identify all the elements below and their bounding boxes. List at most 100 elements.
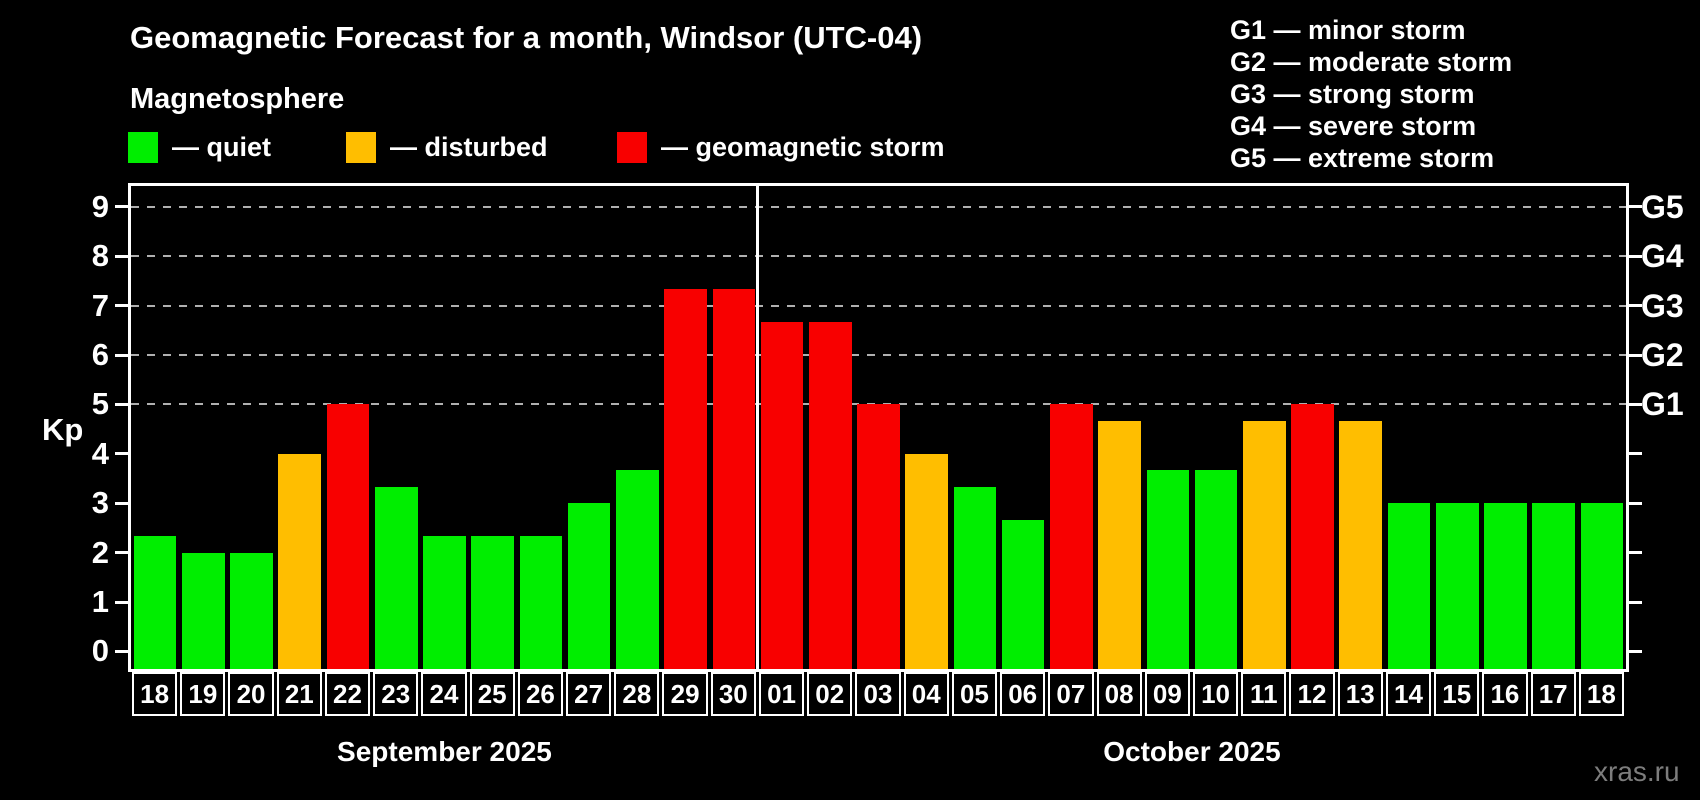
date-box-23: 23 xyxy=(373,672,419,716)
y-axis-tick xyxy=(115,600,128,604)
right-axis-tick xyxy=(1629,205,1642,209)
date-box-27: 27 xyxy=(566,672,612,716)
x-axis-date-row: 18 19 20 21 22 23 24 25 26 27 28 29 30 01 02 03 04 05 06 07… xyxy=(131,672,1626,716)
kp-bar-october-05 xyxy=(953,486,997,669)
g-scale-legend-line: G5 — extreme storm xyxy=(1230,143,1495,173)
kp-bar-october-06 xyxy=(1001,519,1045,669)
g-axis-label-g3: G3 xyxy=(1641,287,1684,324)
gridline-kp8 xyxy=(131,255,1626,258)
y-axis-tick xyxy=(115,649,128,653)
date-box-03: 03 xyxy=(855,672,901,716)
date-box-09: 09 xyxy=(1144,672,1190,716)
g-scale-legend: G1 — minor storm G2 — moderate storm G3 — … xyxy=(1230,14,1512,174)
y-axis-tick xyxy=(115,304,128,308)
date-box-06: 06 xyxy=(1000,672,1046,716)
date-box-29: 29 xyxy=(662,672,708,716)
date-box-16: 16 xyxy=(1482,672,1528,716)
date-box-28: 28 xyxy=(614,672,660,716)
y-axis-label: Kp xyxy=(42,412,84,447)
y-axis-tick-label: 3 xyxy=(91,485,109,521)
date-box-02: 02 xyxy=(807,672,853,716)
date-box-13: 13 xyxy=(1337,672,1383,716)
y-axis-tick xyxy=(115,254,128,258)
date-box-07: 07 xyxy=(1048,672,1094,716)
right-axis-tick xyxy=(1629,254,1642,258)
kp-bar-september-22 xyxy=(326,404,370,669)
right-axis-tick xyxy=(1629,600,1642,604)
date-box-12: 12 xyxy=(1289,672,1335,716)
kp-bar-september-18 xyxy=(133,536,177,669)
g-axis-label-g4: G4 xyxy=(1641,238,1684,275)
date-box-14: 14 xyxy=(1385,672,1432,716)
y-axis-tick xyxy=(115,353,128,357)
y-axis-tick-label: 6 xyxy=(91,337,109,372)
legend-label-disturbed: — disturbed xyxy=(390,132,548,162)
kp-bar-october-16 xyxy=(1484,503,1527,669)
right-axis-tick xyxy=(1629,402,1642,406)
kp-bar-september-28 xyxy=(616,470,659,669)
kp-bar-september-30 xyxy=(712,289,756,669)
kp-bar-october-08 xyxy=(1098,420,1141,669)
month-separator-line xyxy=(756,186,760,669)
kp-bar-september-23 xyxy=(374,486,418,669)
date-box-18: 18 xyxy=(1578,672,1624,716)
kp-bar-october-18 xyxy=(1580,503,1624,669)
kp-bar-september-25 xyxy=(471,536,514,669)
date-box-11: 11 xyxy=(1241,672,1287,716)
y-axis-tick-label: 8 xyxy=(91,238,109,274)
kp-bar-october-14 xyxy=(1387,503,1431,669)
date-box-21: 21 xyxy=(276,672,322,716)
date-box-04: 04 xyxy=(903,672,949,716)
gridline-kp9 xyxy=(131,205,1626,208)
storm-color-swatch-icon xyxy=(617,132,647,163)
date-box-30: 30 xyxy=(710,672,756,716)
y-axis-tick-label: 0 xyxy=(91,633,109,669)
kp-bar-october-04 xyxy=(905,453,949,669)
date-box-01: 01 xyxy=(758,672,805,716)
date-box-19: 19 xyxy=(180,672,226,716)
y-axis-tick xyxy=(115,501,128,505)
date-box-10: 10 xyxy=(1192,672,1239,716)
gridline-kp7 xyxy=(131,304,1626,307)
chart-subtitle: Magnetosphere xyxy=(130,83,345,115)
date-box-26: 26 xyxy=(517,672,564,716)
right-axis-tick xyxy=(1629,452,1642,456)
kp-bar-september-26 xyxy=(519,536,563,669)
disturbed-color-swatch-icon xyxy=(346,132,376,163)
g-axis-label-g5: G5 xyxy=(1641,188,1684,225)
kp-bar-october-02 xyxy=(808,321,852,669)
legend-label-storm: — geomagnetic storm xyxy=(661,132,945,162)
kp-bar-october-13 xyxy=(1339,420,1383,669)
g-scale-legend-line: G1 — minor storm xyxy=(1230,15,1466,45)
date-box-05: 05 xyxy=(951,672,998,716)
chart-title: Geomagnetic Forecast for a month, Windso… xyxy=(130,20,923,55)
kp-bar-october-17 xyxy=(1532,503,1575,669)
y-axis-tick-label: 9 xyxy=(91,188,109,224)
kp-bar-september-29 xyxy=(664,289,707,669)
date-box-20: 20 xyxy=(228,672,274,716)
date-box-22: 22 xyxy=(324,672,371,716)
kp-bar-october-03 xyxy=(857,404,900,669)
date-box-15: 15 xyxy=(1434,672,1480,716)
y-axis-tick xyxy=(115,402,128,406)
date-box-17: 17 xyxy=(1530,672,1576,716)
right-axis-tick xyxy=(1629,353,1642,357)
g-axis-label-g2: G2 xyxy=(1641,337,1684,373)
month-label-september: September 2025 xyxy=(337,736,552,767)
legend-label-quiet: — quiet xyxy=(172,132,271,162)
y-axis-tick-label: 4 xyxy=(91,435,109,471)
kp-bar-october-07 xyxy=(1050,404,1093,669)
kp-bar-october-01 xyxy=(760,321,804,669)
g-scale-legend-line: G2 — moderate storm xyxy=(1230,47,1513,77)
kp-bar-october-15 xyxy=(1435,503,1479,669)
y-axis-tick xyxy=(115,205,128,209)
kp-bar-september-21 xyxy=(278,453,322,669)
date-box-18: 18 xyxy=(132,672,178,716)
plot-area: 0 1 2 3 4 5 6 7 8 9 G1 G2 G3 G4 G5 xyxy=(92,183,1684,672)
date-box-25: 25 xyxy=(469,672,515,716)
watermark: xras.ru xyxy=(1594,756,1680,787)
kp-bar-september-20 xyxy=(230,552,273,669)
y-axis-tick-label: 1 xyxy=(91,584,109,619)
kp-bar-october-10 xyxy=(1194,470,1238,669)
